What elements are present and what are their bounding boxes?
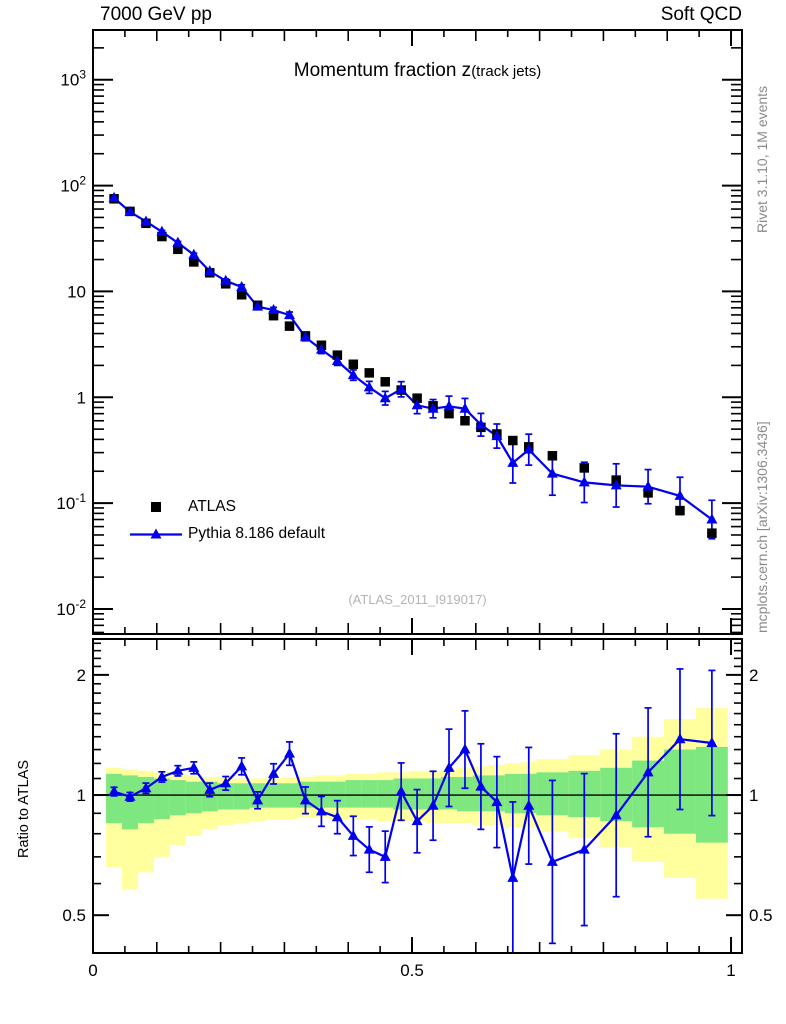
svg-text:2: 2 xyxy=(77,666,86,685)
beam-label: 7000 GeV pp xyxy=(100,4,212,25)
rivet-version-note: Rivet 3.1.10, 1M events xyxy=(754,85,770,233)
svg-text:10: 10 xyxy=(67,282,86,301)
atlas-square-marker-icon xyxy=(128,501,184,513)
svg-text:102: 102 xyxy=(60,174,86,196)
svg-text:103: 103 xyxy=(60,68,86,90)
svg-text:0.5: 0.5 xyxy=(749,906,773,925)
main-series xyxy=(108,191,718,540)
plot-title-main: Momentum fraction z xyxy=(293,60,472,81)
svg-text:1: 1 xyxy=(749,786,758,805)
ratio-uncertainty-bands xyxy=(106,708,728,899)
legend-label-atlas: ATLAS xyxy=(188,497,236,515)
main-panel-frame xyxy=(92,29,743,635)
legend-item-pythia: Pythia 8.186 default xyxy=(128,520,325,547)
process-group-label: Soft QCD xyxy=(660,4,742,25)
plot-title-paren: (track jets) xyxy=(471,63,542,80)
svg-text:1: 1 xyxy=(77,388,86,407)
mcplots-reference-note: mcplots.cern.ch [arXiv:1306.3436] xyxy=(754,421,770,633)
svg-text:10-2: 10-2 xyxy=(56,597,86,619)
svg-text:10-1: 10-1 xyxy=(56,491,86,513)
pythia-triangle-line-marker-icon xyxy=(128,527,184,541)
axis-ticks xyxy=(92,30,742,953)
legend-item-atlas: ATLAS xyxy=(128,493,325,520)
ratio-mc-series xyxy=(108,668,718,953)
plot-title: Momentum fraction z(track jets) xyxy=(93,60,742,82)
legend: ATLAS Pythia 8.186 default xyxy=(128,493,325,547)
svg-text:1: 1 xyxy=(726,961,735,980)
analysis-id-watermark: (ATLAS_2011_I919017) xyxy=(348,592,487,607)
svg-text:0: 0 xyxy=(88,961,97,980)
svg-text:0.5: 0.5 xyxy=(62,906,86,925)
svg-text:1: 1 xyxy=(77,786,86,805)
svg-text:2: 2 xyxy=(749,666,758,685)
svg-text:0.5: 0.5 xyxy=(400,961,424,980)
legend-label-pythia: Pythia 8.186 default xyxy=(188,524,326,542)
ratio-y-axis-label: Ratio to ATLAS xyxy=(16,759,32,858)
